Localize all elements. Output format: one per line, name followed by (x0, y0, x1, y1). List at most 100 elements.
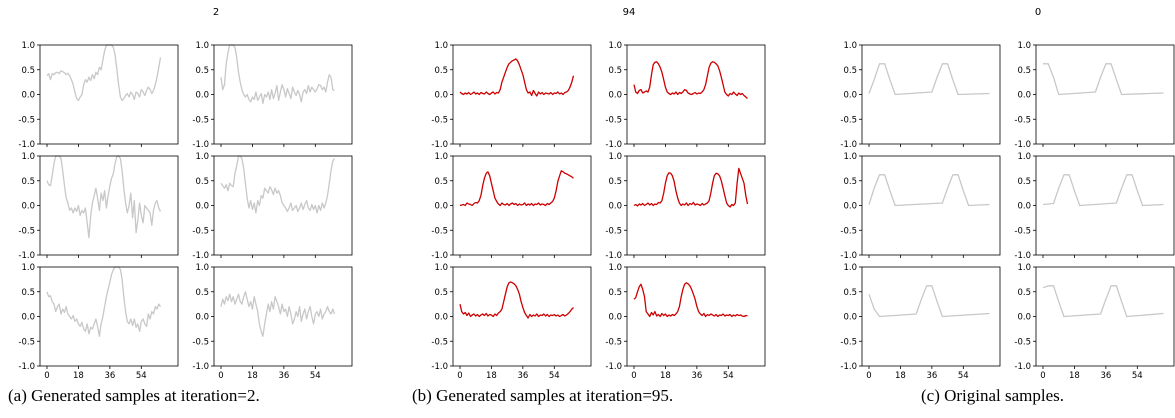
y-tick-label: -0.5 (431, 115, 448, 125)
y-tick-label: 0.0 (1017, 313, 1031, 323)
series-line (868, 63, 990, 96)
y-tick-label: 0.0 (21, 313, 35, 323)
y-tick-label: -1.0 (605, 251, 622, 261)
y-tick-label: -0.5 (605, 115, 622, 125)
y-tick-label: -1.0 (18, 251, 35, 261)
y-tick-label: 0.5 (195, 66, 209, 76)
subplot: 1.0 0.5 0.0 -0.5 -1.0 (18, 152, 179, 261)
subplot: 1.0 0.5 0.0 -0.5 -1.0 0 18 36 54 (840, 263, 1001, 381)
subplot: 1.0 0.5 0.0 -0.5 -1.0 0 18 36 54 (1014, 263, 1175, 381)
y-tick-label: 0.5 (21, 288, 35, 298)
chart-panel-1: 2 1.0 0.5 0.0 -0.5 -1.0 1.0 0.5 0.0 -0.5 -1.0 1.0 0.… (18, 7, 353, 381)
x-tick-label: 18 (660, 371, 671, 381)
caption-a: (a) Generated samples at iteration=2. (8, 386, 260, 405)
y-tick-label: 0.0 (434, 202, 448, 212)
series-line (868, 174, 990, 207)
y-tick-label: 0.0 (608, 202, 622, 212)
subplot: 1.0 0.5 0.0 -0.5 -1.0 (431, 152, 592, 261)
subplot: 1.0 0.5 0.0 -0.5 -1.0 0 18 36 54 (18, 263, 179, 381)
y-tick-label: -0.5 (192, 337, 209, 347)
y-tick-label: -0.5 (605, 337, 622, 347)
series-line (220, 291, 336, 337)
x-tick-label: 0 (218, 371, 223, 381)
y-tick-label: -1.0 (431, 251, 448, 261)
series-line (633, 61, 748, 99)
y-tick-label: 1.0 (434, 263, 448, 273)
y-tick-label: -1.0 (192, 140, 209, 150)
series-line (459, 58, 575, 97)
y-tick-label: -1.0 (840, 140, 857, 150)
y-tick-label: 0.5 (21, 177, 35, 187)
subplot: 1.0 0.5 0.0 -0.5 -1.0 (1014, 152, 1175, 261)
y-tick-label: -1.0 (18, 362, 35, 372)
y-tick-label: 0.0 (608, 91, 622, 101)
y-tick-label: 0.5 (1017, 288, 1031, 298)
subplot: 1.0 0.5 0.0 -0.5 -1.0 (1014, 41, 1175, 150)
series-line (633, 282, 748, 318)
y-tick-label: 0.5 (843, 66, 857, 76)
axes-frame (452, 266, 592, 367)
x-tick-label: 18 (247, 371, 258, 381)
panel-title: 2 (213, 7, 219, 18)
y-tick-label: 1.0 (608, 263, 622, 273)
y-tick-label: 0.0 (608, 313, 622, 323)
axes-frame (626, 44, 766, 145)
subplot: 1.0 0.5 0.0 -0.5 -1.0 0 18 36 54 (192, 263, 353, 381)
y-tick-label: 0.5 (1017, 66, 1031, 76)
x-tick-label: 0 (631, 371, 636, 381)
x-tick-label: 18 (73, 371, 84, 381)
y-tick-label: 0.0 (1017, 91, 1031, 101)
y-tick-label: -0.5 (840, 115, 857, 125)
subplot: 1.0 0.5 0.0 -0.5 -1.0 (840, 41, 1001, 150)
axes-frame (1035, 266, 1175, 367)
series-line (220, 155, 336, 214)
y-tick-label: 0.5 (434, 66, 448, 76)
y-tick-label: 0.5 (21, 66, 35, 76)
y-tick-label: -0.5 (18, 337, 35, 347)
y-tick-label: 0.0 (434, 313, 448, 323)
subplot: 1.0 0.5 0.0 -0.5 -1.0 (18, 41, 179, 150)
y-tick-label: 0.0 (843, 202, 857, 212)
x-tick-label: 0 (1040, 371, 1045, 381)
subplot: 1.0 0.5 0.0 -0.5 -1.0 (192, 41, 353, 150)
y-tick-label: -1.0 (18, 140, 35, 150)
y-tick-label: -0.5 (18, 226, 35, 236)
y-tick-label: -0.5 (18, 115, 35, 125)
axes-frame (39, 266, 179, 367)
y-tick-label: -0.5 (1014, 337, 1031, 347)
y-tick-label: -0.5 (431, 226, 448, 236)
y-tick-label: 0.5 (195, 288, 209, 298)
subplot: 1.0 0.5 0.0 -0.5 -1.0 (605, 41, 766, 150)
y-tick-label: 0.5 (434, 177, 448, 187)
series-line (1043, 63, 1164, 96)
y-tick-label: -0.5 (431, 337, 448, 347)
series-line (1042, 285, 1164, 318)
y-tick-label: -0.5 (1014, 226, 1031, 236)
x-tick-label: 0 (44, 371, 49, 381)
x-tick-label: 0 (457, 371, 462, 381)
y-tick-label: -1.0 (192, 251, 209, 261)
x-tick-label: 54 (549, 371, 560, 381)
axes-frame (39, 155, 179, 256)
axes-frame (39, 44, 179, 145)
series-line (459, 281, 574, 319)
y-tick-label: 0.0 (21, 202, 35, 212)
caption-b: (b) Generated samples at iteration=95. (412, 386, 674, 405)
y-tick-label: -1.0 (1014, 251, 1031, 261)
y-tick-label: 1.0 (843, 41, 857, 51)
series-line (868, 285, 990, 318)
y-tick-label: 1.0 (21, 152, 35, 162)
y-tick-label: 0.0 (843, 313, 857, 323)
y-tick-label: -1.0 (605, 140, 622, 150)
series-line (633, 167, 749, 208)
subplot: 1.0 0.5 0.0 -0.5 -1.0 (431, 41, 592, 150)
caption-c: (c) Original samples. (921, 386, 1065, 405)
y-tick-label: 1.0 (1017, 152, 1031, 162)
y-tick-label: -0.5 (192, 226, 209, 236)
x-tick-label: 18 (895, 371, 906, 381)
axes-frame (213, 44, 353, 145)
axes-frame (626, 155, 766, 256)
subplot: 1.0 0.5 0.0 -0.5 -1.0 0 18 36 54 (431, 263, 592, 381)
y-tick-label: 0.0 (1017, 202, 1031, 212)
series-line (220, 44, 335, 105)
